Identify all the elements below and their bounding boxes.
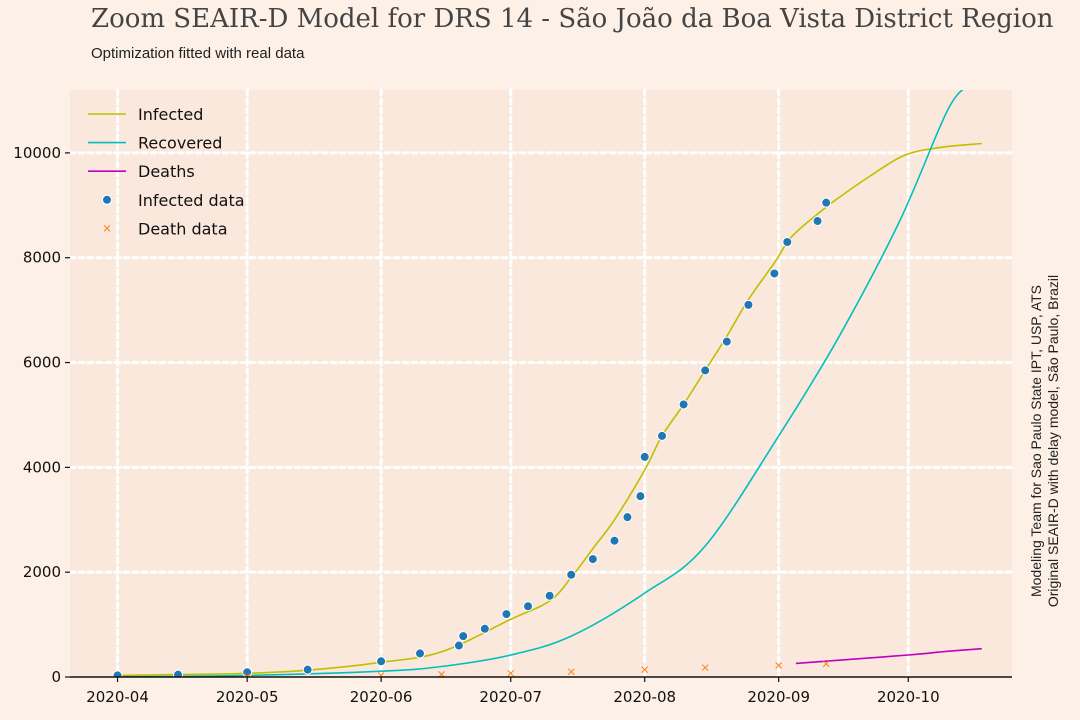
data-point xyxy=(700,365,711,376)
data-point xyxy=(743,299,754,310)
legend-item: Infected data xyxy=(102,191,245,210)
legend-label: Infected xyxy=(138,105,203,124)
data-point xyxy=(609,535,620,546)
data-point xyxy=(812,216,823,227)
x-tick-label: 2020-06 xyxy=(350,688,413,706)
series-deaths xyxy=(795,647,982,665)
data-point xyxy=(639,451,650,462)
legend-item: Deaths xyxy=(88,162,195,181)
data-point xyxy=(173,669,184,677)
line-path xyxy=(113,90,964,677)
chart-subtitle: Optimization fitted with real data xyxy=(91,45,305,62)
data-point xyxy=(635,491,646,502)
data-point xyxy=(821,197,832,208)
data-point xyxy=(479,623,490,634)
y-tick-label: 0 xyxy=(51,668,61,686)
series-layer xyxy=(112,90,982,677)
legend-swatch xyxy=(103,225,111,232)
data-point xyxy=(544,590,555,601)
data-point xyxy=(501,609,512,620)
x-tick-label: 2020-07 xyxy=(479,688,542,706)
data-point xyxy=(507,669,515,677)
legend: Infected Recovered Deaths Infected data Deat… xyxy=(88,105,245,238)
x-tick-label: 2020-05 xyxy=(216,688,279,706)
y-tick-label: 8000 xyxy=(23,249,61,267)
data-point xyxy=(458,631,469,642)
legend-item: Recovered xyxy=(88,134,222,153)
data-point xyxy=(822,660,830,668)
data-point xyxy=(376,656,387,667)
y-tick-label: 10000 xyxy=(13,144,61,162)
y-tick-label: 6000 xyxy=(23,354,61,372)
grid xyxy=(68,88,1014,679)
series-recovered xyxy=(113,90,964,677)
data-point xyxy=(566,569,577,580)
data-point xyxy=(622,512,633,523)
data-point xyxy=(415,648,426,659)
x-tick-label: 2020-04 xyxy=(86,688,149,706)
plot-area xyxy=(70,90,1012,677)
legend-item: Infected xyxy=(88,105,203,124)
x-tick-label: 2020-10 xyxy=(877,688,940,706)
data-point xyxy=(775,662,783,669)
data-point xyxy=(721,336,732,347)
data-point xyxy=(782,236,793,247)
line-path xyxy=(795,647,982,665)
data-point xyxy=(453,640,464,651)
legend-item: Death data xyxy=(103,219,228,238)
y-tick-label: 2000 xyxy=(23,563,61,581)
chart-title: Zoom SEAIR-D Model for DRS 14 - São João… xyxy=(91,4,1054,34)
data-point xyxy=(567,668,575,676)
data-point xyxy=(377,672,385,677)
legend-label: Recovered xyxy=(138,134,222,153)
data-point xyxy=(523,601,534,612)
data-point xyxy=(769,268,780,279)
x-tick-label: 2020-08 xyxy=(613,688,676,706)
y-tick-label: 4000 xyxy=(23,458,61,476)
data-point xyxy=(242,667,253,677)
legend-label: Infected data xyxy=(138,191,245,210)
legend-swatch xyxy=(102,194,112,205)
data-point xyxy=(656,430,667,441)
x-tick-label: 2020-09 xyxy=(747,688,810,706)
legend-label: Death data xyxy=(138,219,228,238)
data-point xyxy=(641,666,649,674)
data-point xyxy=(701,664,709,671)
series-infected-data xyxy=(112,197,832,677)
data-point xyxy=(112,670,123,677)
legend-label: Deaths xyxy=(138,162,195,181)
data-point xyxy=(678,399,689,410)
data-point xyxy=(302,664,313,675)
axes: 2020-04 2020-05 2020-06 2020-07 2020-08 2020-… xyxy=(13,144,1012,706)
data-point xyxy=(587,554,598,565)
